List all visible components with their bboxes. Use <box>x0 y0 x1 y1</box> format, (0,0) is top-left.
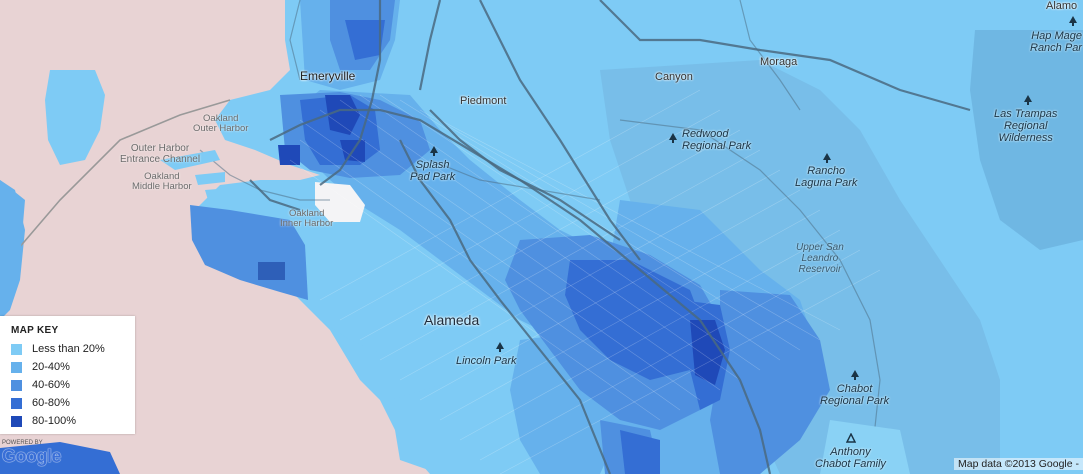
middle-harbor-line2: Middle Harbor <box>132 181 192 192</box>
oakland-outer-harbor-label: Oakland Outer Harbor <box>193 114 248 134</box>
usl-line1: Upper San <box>796 242 844 253</box>
anthony-chabot-label: Anthony Chabot Family <box>815 446 886 470</box>
redwood-park-label: Redwood Regional Park <box>682 128 751 152</box>
map-attribution[interactable]: Map data ©2013 Google - <box>954 458 1083 470</box>
tier4-south <box>620 430 660 474</box>
middle-harbor-line1: Oakland <box>144 171 180 182</box>
channel-line1: Outer Harbor <box>130 143 190 154</box>
tier4-north <box>345 20 385 60</box>
tree-icon <box>1068 16 1078 26</box>
tree-icon <box>1023 95 1033 105</box>
map-key-legend: MAP KEY Less than 20% 20-40% 40-60% 60-8… <box>0 316 135 434</box>
legend-label: 20-40% <box>32 361 70 373</box>
outer-harbor-line2: Outer Harbor <box>193 123 249 134</box>
legend-label: 60-80% <box>32 397 70 409</box>
sf-edge-2 <box>0 180 25 275</box>
oakland-middle-harbor-label: Oakland Middle Harbor <box>132 172 192 192</box>
triangle-icon <box>846 433 856 443</box>
tree-icon <box>822 153 832 163</box>
lincoln-park-label: Lincoln Park <box>456 355 517 367</box>
upper-san-leandro-label: Upper San Leandro Reservoir <box>796 242 844 275</box>
east-hills <box>970 30 1083 250</box>
legend-label: 80-100% <box>32 415 77 427</box>
moraga-label: Moraga <box>760 56 798 68</box>
google-logo-text: Google <box>2 446 62 466</box>
tree-icon <box>495 342 505 352</box>
chabot-line1: Chabot <box>836 383 873 395</box>
tree-icon <box>668 133 678 143</box>
legend-label: Less than 20% <box>32 343 105 355</box>
rancho-line1: Rancho <box>807 165 846 177</box>
freeways <box>249 0 971 474</box>
oakland-inner-harbor-label: Oakland Inner Harbor <box>280 209 333 229</box>
redwood-line1: Redwood <box>682 128 729 140</box>
tier3-east-oakland <box>710 290 830 474</box>
splash-pad-park-label: Splash Pad Park <box>410 159 455 183</box>
legend-title: MAP KEY <box>11 325 59 336</box>
powered-by-label: POWERED BY <box>2 440 43 446</box>
inner-harbor-line2: Inner Harbor <box>280 218 334 229</box>
hap-magee-label: Hap Mage Ranch Par <box>1030 30 1082 54</box>
google-logo[interactable]: Google <box>2 446 62 467</box>
sf-edge <box>0 442 120 474</box>
outer-harbor-piers <box>160 150 230 200</box>
alameda-label: Alameda <box>424 312 480 328</box>
splash-line2: Pad Park <box>410 171 456 183</box>
rancho-laguna-label: Rancho Laguna Park <box>795 165 857 189</box>
alamo-label: Alamo <box>1046 0 1078 12</box>
tier5-prescott <box>278 145 300 165</box>
outer-harbor-channel-label: Outer Harbor Entrance Channel <box>120 143 200 165</box>
tier5-east-oakland <box>690 320 725 385</box>
usl-line2: Leandro <box>801 253 839 264</box>
hap-line2: Ranch Par <box>1030 42 1082 54</box>
chabot-park-label: Chabot Regional Park <box>820 383 889 407</box>
alameda-island <box>310 280 515 375</box>
arterials <box>199 0 881 474</box>
usl-line3: Reservoir <box>798 264 842 275</box>
channel-line2: Entrance Channel <box>120 154 201 165</box>
hills-region <box>600 60 1000 474</box>
trampas-line1: Las Trampas <box>994 108 1058 120</box>
anthony-line2: Chabot Family <box>815 458 886 470</box>
anthony-chabot-park <box>820 420 910 474</box>
canyon-label: Canyon <box>655 71 693 83</box>
tier5-west-oakland <box>325 95 360 135</box>
chabot-line2: Regional Park <box>820 395 890 407</box>
trampas-line3: Wilderness <box>998 132 1053 144</box>
tree-icon <box>850 370 860 380</box>
legend-swatch <box>11 344 22 355</box>
piedmont-label: Piedmont <box>460 95 507 107</box>
bay-bridge <box>0 99 231 271</box>
legend-label: 40-60% <box>32 379 70 391</box>
hap-line1: Hap Mage <box>1031 30 1082 42</box>
tier4-fruitvale <box>565 260 705 380</box>
legend-swatch <box>11 380 22 391</box>
splash-line1: Splash <box>415 159 450 171</box>
inner-harbor-line1: Oakland <box>288 208 325 219</box>
outer-harbor-line1: Oakland <box>203 113 239 124</box>
anthony-line1: Anthony <box>830 446 871 458</box>
inner-harbor-port <box>315 182 365 222</box>
tree-icon <box>429 146 439 156</box>
legend-swatch <box>11 398 22 409</box>
emeryville-label: Emeryville <box>300 69 356 83</box>
redwood-line2: Regional Park <box>682 140 752 152</box>
street-grid <box>289 89 881 474</box>
rancho-line2: Laguna Park <box>795 177 858 189</box>
treasure-island <box>45 70 105 165</box>
legend-swatch <box>11 416 22 427</box>
trampas-line2: Regional <box>1003 120 1048 132</box>
legend-swatch <box>11 362 22 373</box>
las-trampas-label: Las Trampas Regional Wilderness <box>994 108 1057 144</box>
tier5-port <box>258 262 285 280</box>
